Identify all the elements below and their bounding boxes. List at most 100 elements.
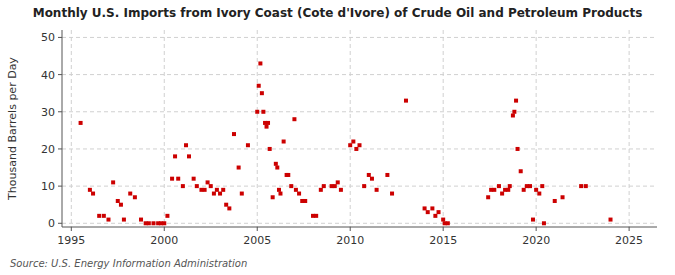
point <box>265 125 269 129</box>
y-grid-line <box>62 74 657 75</box>
point <box>609 218 613 222</box>
point <box>246 143 250 147</box>
point <box>128 192 132 196</box>
point <box>88 188 92 192</box>
point <box>97 214 101 218</box>
point <box>375 188 379 192</box>
point <box>584 184 588 188</box>
point <box>181 184 185 188</box>
point <box>486 195 490 199</box>
point <box>255 110 259 114</box>
point <box>221 188 225 192</box>
point <box>430 206 434 210</box>
point <box>122 218 126 222</box>
y-axis-label: Thousand Barrels per Day <box>6 57 19 201</box>
y-tick <box>58 111 62 112</box>
point <box>336 180 340 184</box>
x-grid-line <box>71 30 72 227</box>
point <box>367 173 371 177</box>
point <box>294 188 298 192</box>
point <box>433 214 437 218</box>
x-tick <box>164 227 165 231</box>
point <box>170 177 174 181</box>
point <box>512 110 516 114</box>
point <box>215 188 219 192</box>
point <box>362 184 366 188</box>
point <box>385 173 389 177</box>
point <box>516 147 520 151</box>
y-tick-label: 50 <box>41 31 55 44</box>
chart: 010203040501995200020052010201520202025M… <box>0 0 675 275</box>
point <box>542 221 546 225</box>
y-tick-label: 40 <box>41 69 55 82</box>
point <box>261 110 265 114</box>
point <box>278 192 282 196</box>
x-tick-label: 2015 <box>429 234 457 247</box>
point <box>519 169 523 173</box>
x-axis-line <box>62 227 657 228</box>
x-tick <box>350 227 351 231</box>
x-tick-label: 2000 <box>150 234 178 247</box>
point <box>540 184 544 188</box>
point <box>339 188 343 192</box>
point <box>165 214 169 218</box>
point <box>297 192 301 196</box>
y-tick <box>58 223 62 224</box>
point <box>292 117 296 121</box>
point <box>553 199 557 203</box>
point <box>303 199 307 203</box>
grid <box>62 30 657 227</box>
point <box>404 99 408 103</box>
y-tick <box>58 74 62 75</box>
point <box>173 154 177 158</box>
point <box>492 188 496 192</box>
x-tick-label: 2025 <box>615 234 643 247</box>
point <box>133 195 137 199</box>
point <box>176 177 180 181</box>
y-axis-line <box>62 30 63 227</box>
point <box>119 203 123 207</box>
point <box>289 184 293 188</box>
point <box>274 162 278 166</box>
point <box>354 147 358 151</box>
point <box>275 166 279 170</box>
point <box>514 99 518 103</box>
point <box>224 203 228 207</box>
point <box>358 143 362 147</box>
point <box>508 184 512 188</box>
y-tick <box>58 186 62 187</box>
point <box>333 184 337 188</box>
point <box>91 192 95 196</box>
point <box>195 184 199 188</box>
point <box>314 214 318 218</box>
point <box>111 180 115 184</box>
point <box>102 214 106 218</box>
y-grid-line <box>62 111 657 112</box>
point <box>319 188 323 192</box>
point <box>446 221 450 225</box>
point <box>441 218 445 222</box>
point <box>116 199 120 203</box>
point <box>212 192 216 196</box>
point <box>322 184 326 188</box>
y-tick-label: 30 <box>41 106 55 119</box>
x-grid-line <box>257 30 258 227</box>
y-grid-line <box>62 37 657 38</box>
point <box>227 206 231 210</box>
point <box>206 180 210 184</box>
x-tick-label: 2005 <box>243 234 271 247</box>
point <box>426 210 430 214</box>
points <box>79 61 613 225</box>
source-note: Source: U.S. Energy Information Administ… <box>10 258 247 269</box>
x-tick <box>629 227 630 231</box>
point <box>184 143 188 147</box>
point <box>534 188 538 192</box>
point <box>351 140 355 144</box>
y-tick <box>58 148 62 149</box>
point <box>277 188 281 192</box>
x-tick <box>257 227 258 231</box>
point <box>579 184 583 188</box>
point <box>537 192 541 196</box>
point <box>497 184 501 188</box>
x-tick <box>443 227 444 231</box>
